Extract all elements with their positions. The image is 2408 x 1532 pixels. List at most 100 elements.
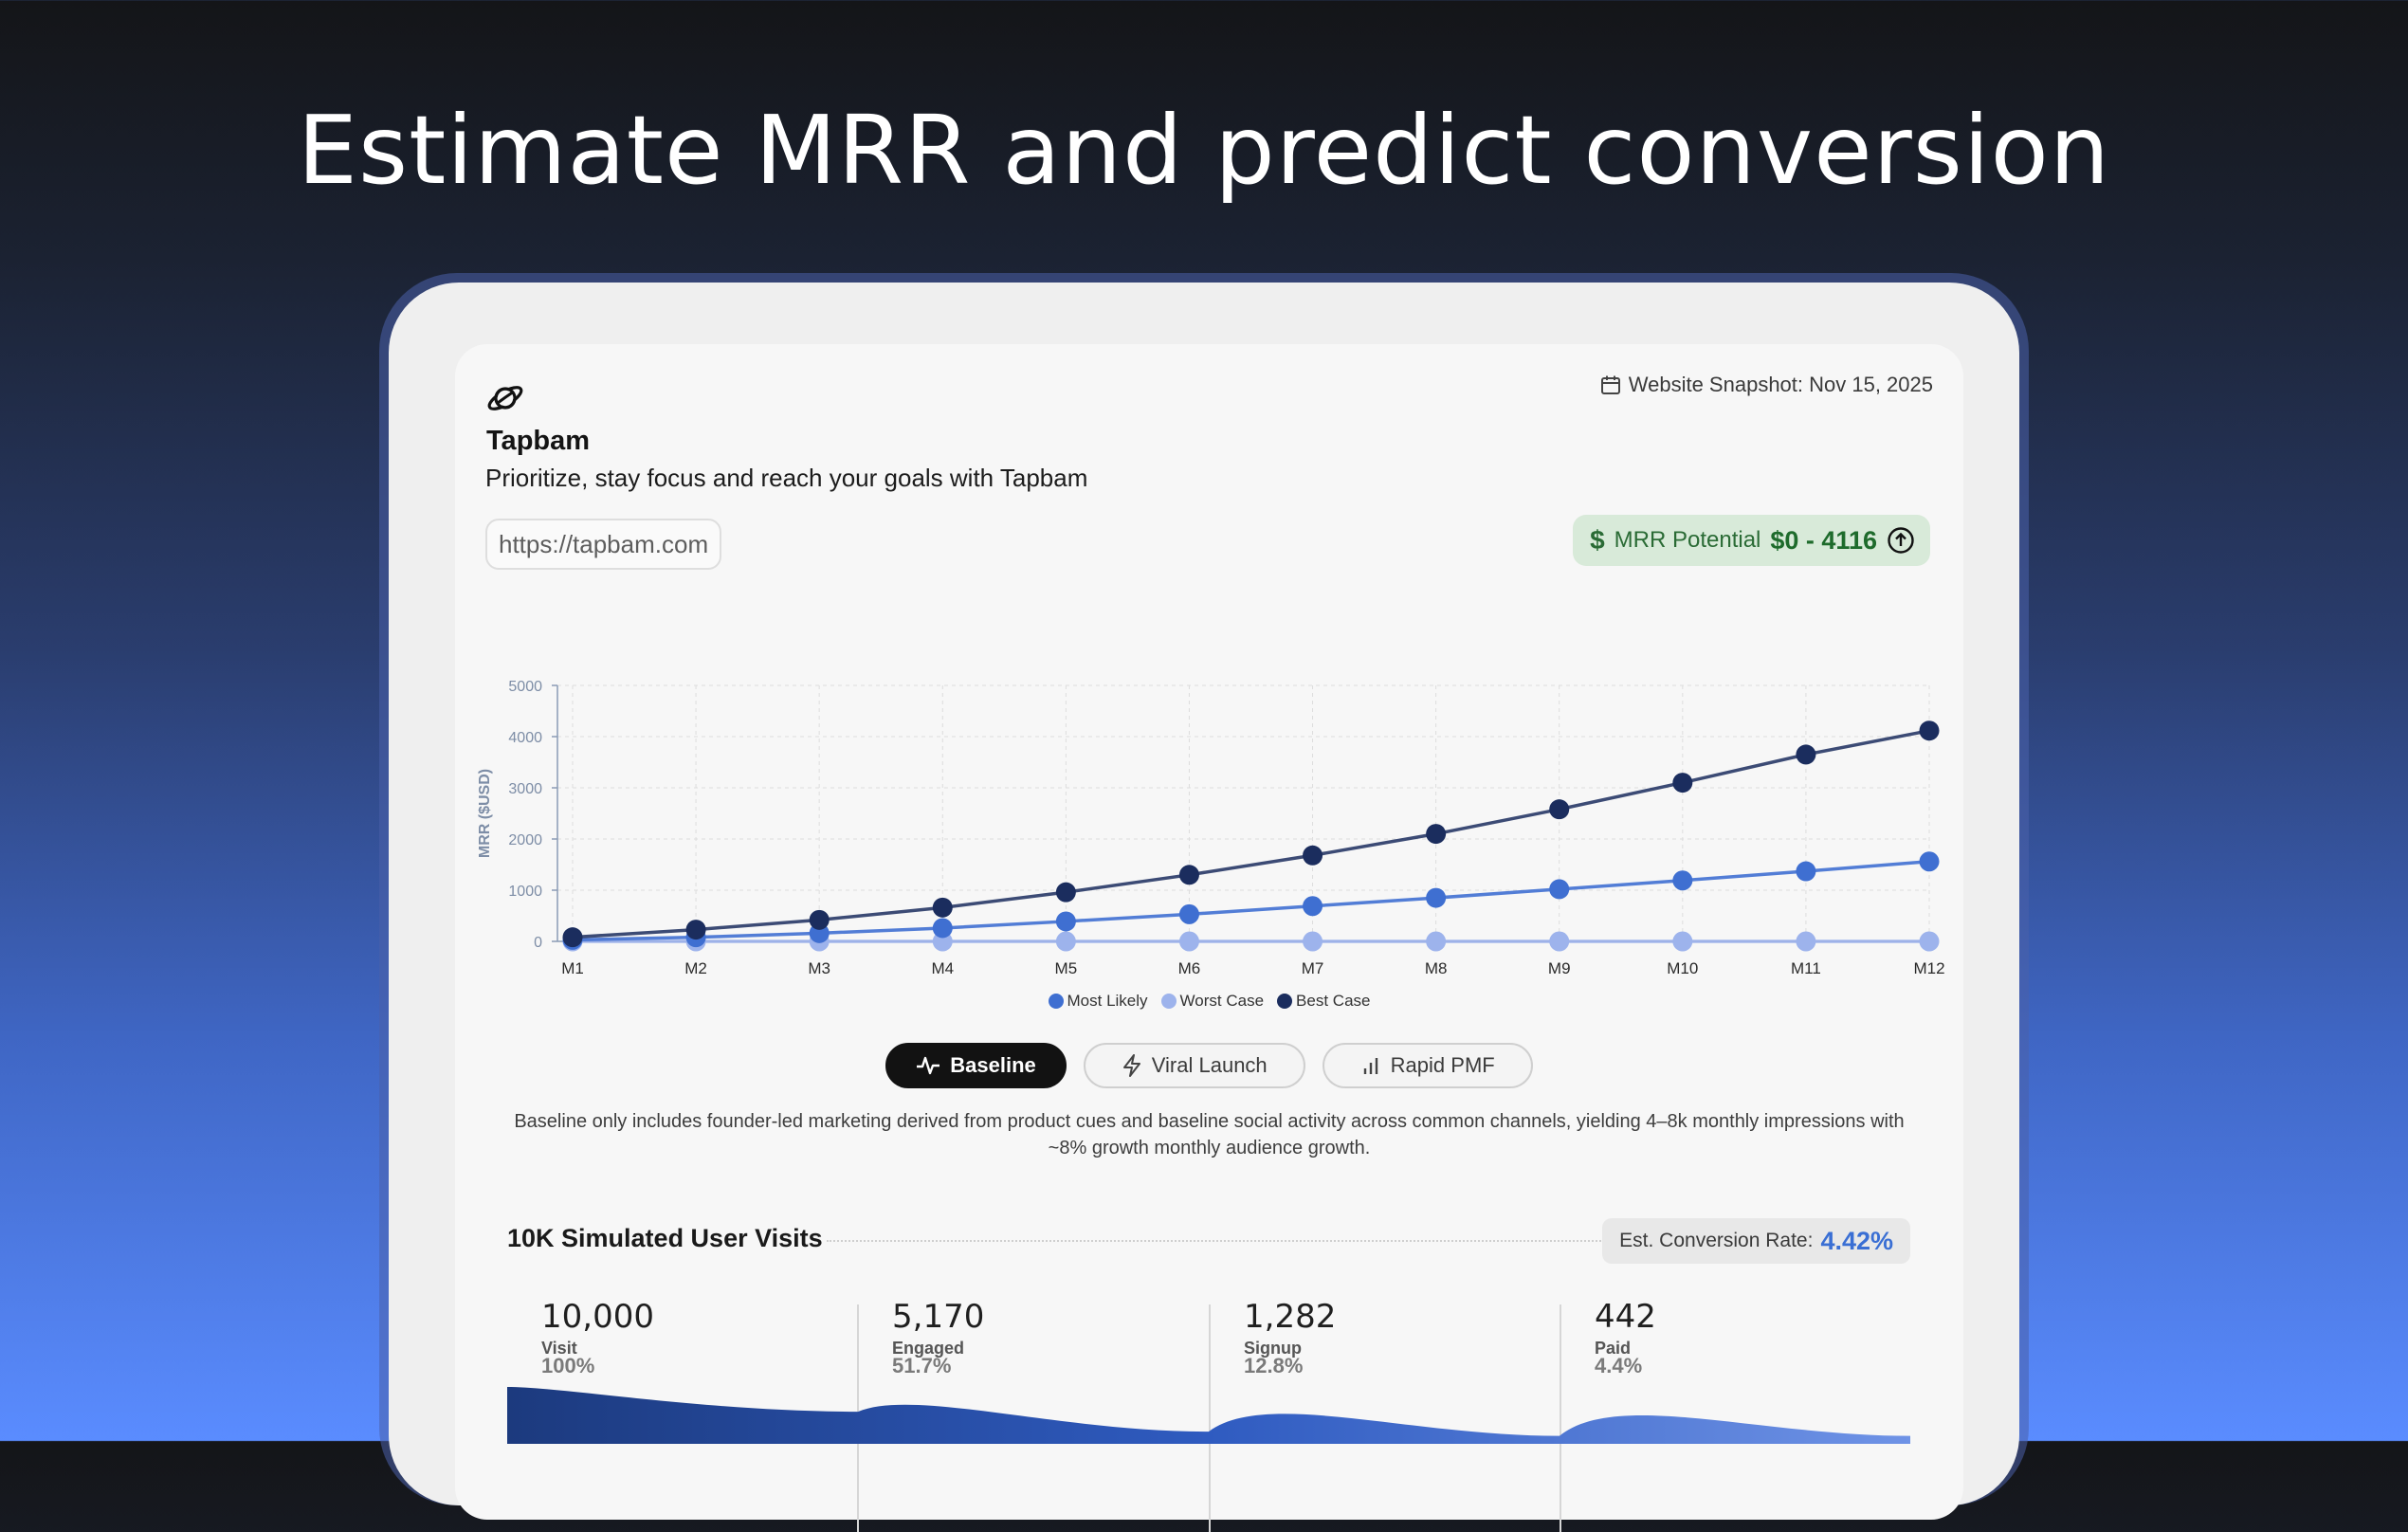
planet-icon [487,386,523,410]
y-axis-label: MRR ($USD) [477,769,493,858]
data-point-most-likely [1055,911,1076,932]
x-tick-label: M4 [931,959,954,977]
legend-swatch [1048,994,1064,1009]
funnel-stage-signup: 1,282 Signup 12.8% [1244,1298,1337,1377]
funnel-stage-label: Signup [1244,1339,1302,1358]
data-point-best-case [809,909,830,930]
x-tick-label: M12 [1913,959,1944,977]
legend-item[interactable]: Worst Case [1160,992,1265,1011]
conversion-funnel-graphic [507,1387,1910,1444]
data-point-best-case [932,897,953,918]
data-point-most-likely [1672,870,1693,891]
funnel-count: 442 [1595,1298,1656,1336]
scenario-rapid-pmf-button[interactable]: Rapid PMF [1322,1043,1533,1088]
mrr-value: $0 - 4116 [1770,525,1877,555]
y-tick-label: 4000 [508,730,542,746]
data-point-worst-case [1549,931,1570,952]
data-point-worst-case [1919,931,1940,952]
data-point-worst-case [1426,931,1447,952]
x-tick-label: M11 [1791,959,1821,977]
data-point-best-case [1549,799,1570,820]
funnel-stage-label: Paid [1595,1339,1632,1358]
data-point-most-likely [1796,861,1816,882]
data-point-most-likely [1426,887,1447,908]
legend-swatch [1160,994,1177,1009]
data-point-best-case [1303,845,1323,866]
scenario-viral-launch-label: Viral Launch [1151,1053,1268,1077]
website-url-field[interactable]: https://tapbam.com [485,519,722,570]
visits-title: 10K Simulated User Visits [507,1224,823,1252]
funnel-stage-visit: 10,000 Visit 100% [541,1298,654,1377]
data-point-best-case [1426,824,1447,845]
legend-item[interactable]: Most Likely [1048,992,1148,1011]
conversion-rate-badge: Est. Conversion Rate: 4.42% [1602,1218,1910,1264]
section-divider [827,1240,1605,1242]
data-point-most-likely [1178,903,1199,924]
data-point-worst-case [1055,931,1076,952]
funnel-shape [507,1387,1910,1444]
legend-label: Worst Case [1179,992,1265,1010]
legend-swatch [1277,994,1293,1009]
y-tick-label: 0 [534,935,542,951]
conversion-rate-label: Est. Conversion Rate: [1619,1230,1814,1251]
data-point-most-likely [1303,896,1323,917]
scenario-rapid-pmf-label: Rapid PMF [1390,1053,1495,1077]
data-point-worst-case [1303,931,1323,952]
legend-item[interactable]: Best Case [1277,992,1370,1011]
app-tagline: Prioritize, stay focus and reach your go… [485,464,1088,492]
arrow-up-circle-icon[interactable] [1887,526,1915,555]
legend-label: Best Case [1296,992,1371,1010]
series-line-best-case [572,729,1930,939]
funnel-percent: 51.7% [892,1354,952,1377]
lightning-icon [1122,1054,1140,1077]
funnel-count: 10,000 [541,1298,654,1336]
app-name: Tapbam [486,426,591,456]
funnel-divider [1560,1304,1561,1532]
funnel-stage-label: Engaged [892,1339,965,1358]
data-point-worst-case [1672,931,1693,952]
scenario-baseline-label: Baseline [950,1053,1036,1077]
mrr-potential-badge[interactable]: $ MRR Potential $0 - 4116 [1573,515,1930,566]
y-tick-label: 2000 [508,832,542,848]
snapshot-label: Website Snapshot: Nov 15, 2025 [1628,373,1933,396]
data-point-most-likely [1919,851,1940,872]
x-tick-label: M6 [1178,959,1201,977]
x-tick-label: M9 [1548,959,1571,977]
data-point-most-likely [1549,879,1570,900]
funnel-stage-paid: 442 Paid 4.4% [1595,1298,1656,1377]
y-tick-label: 5000 [508,679,542,695]
data-point-best-case [562,927,583,948]
data-point-best-case [1919,720,1940,741]
bar-chart-icon [1363,1058,1377,1074]
calendar-icon [1600,375,1620,394]
funnel-stage-label: Visit [541,1339,577,1358]
data-point-worst-case [1178,931,1199,952]
data-point-best-case [1055,882,1076,903]
funnel-stage-engaged: 5,170 Engaged 51.7% [892,1300,984,1377]
y-tick-label: 3000 [508,781,542,797]
scenario-selector: Baseline Viral Launch Rapid PMF [455,1043,1963,1088]
dollar-icon: $ [1590,525,1605,555]
scenario-description: Baseline only includes founder-led marke… [514,1111,1905,1158]
legend-label: Most Likely [1067,992,1148,1010]
scenario-baseline-button[interactable]: Baseline [885,1043,1067,1088]
data-point-best-case [1672,773,1693,793]
data-point-best-case [685,920,706,940]
x-tick-label: M8 [1425,959,1448,977]
funnel-percent: 4.4% [1595,1354,1643,1377]
funnel-percent: 12.8% [1244,1354,1304,1377]
funnel-percent: 100% [541,1354,595,1377]
x-tick-label: M1 [561,959,584,977]
data-point-worst-case [1796,931,1816,952]
y-tick-label: 1000 [508,884,542,900]
mrr-line-chart: 0 1000 2000 3000 4000 5000 M1 M2 M3 M4 M5 M6 M7 M8 M9 M… [477,679,1945,977]
data-point-best-case [1796,744,1816,765]
activity-icon [917,1056,940,1075]
funnel-divider [1209,1304,1211,1532]
x-tick-label: M2 [684,959,707,977]
conversion-rate-value: 4.42% [1820,1226,1893,1255]
data-point-best-case [1178,865,1199,885]
scenario-viral-launch-button[interactable]: Viral Launch [1083,1043,1305,1088]
funnel-count: 1,282 [1244,1298,1337,1336]
chart-legend: Most Likely Worst Case Best Case [455,992,1963,1011]
